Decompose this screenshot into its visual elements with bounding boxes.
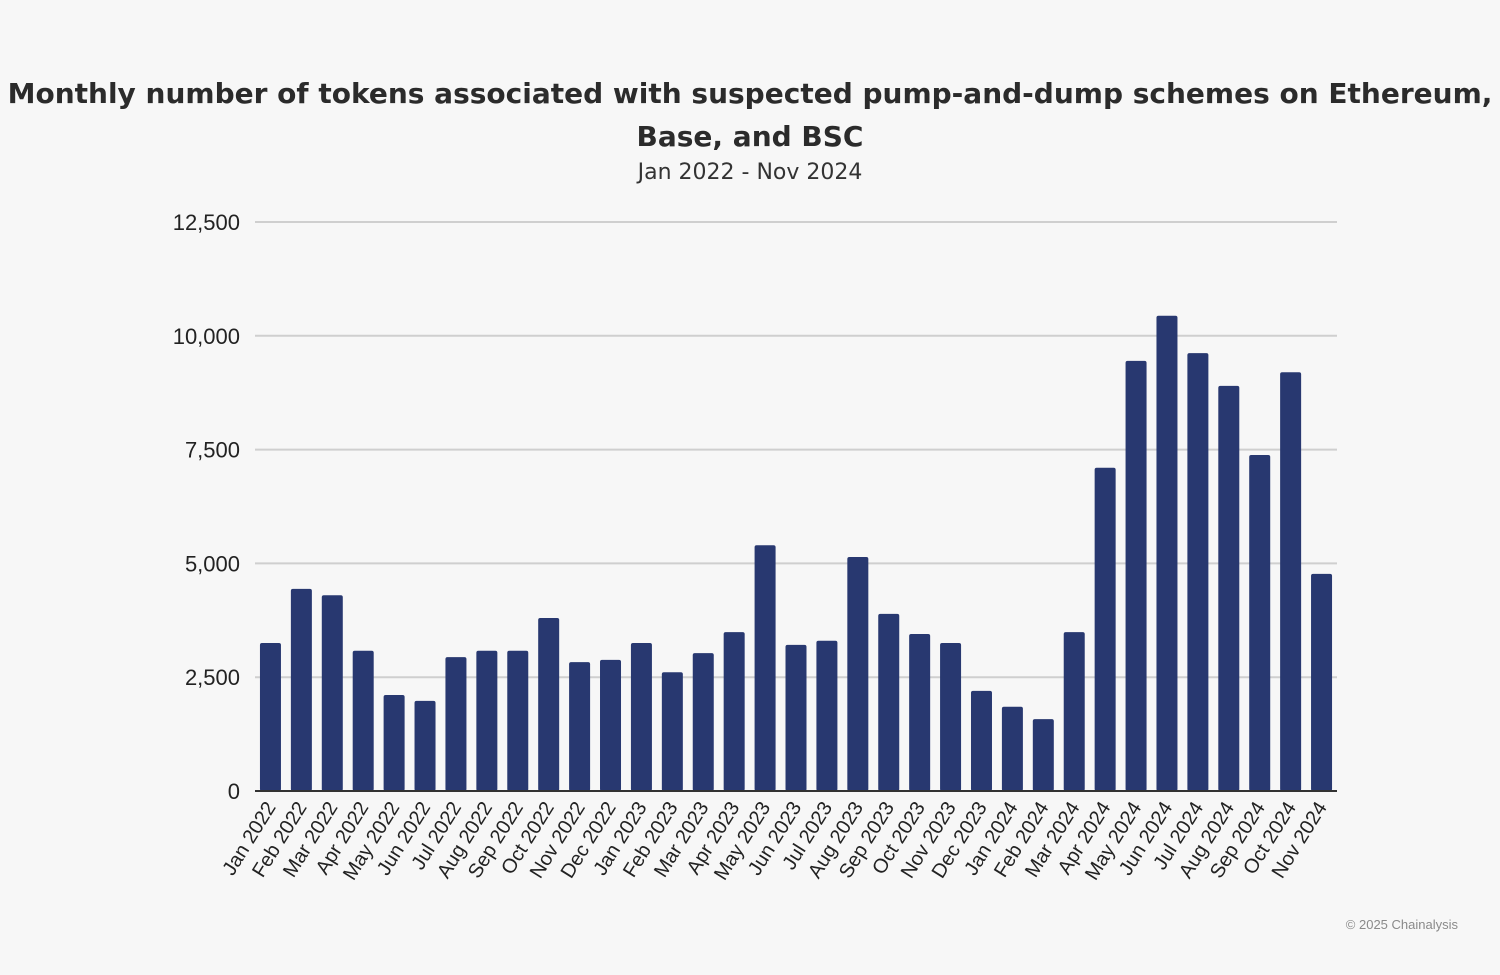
bar xyxy=(692,653,714,791)
bar xyxy=(847,557,869,791)
bar xyxy=(476,650,498,791)
bar xyxy=(1156,315,1178,791)
bar xyxy=(1249,455,1271,791)
bar xyxy=(507,650,529,791)
chart-title: Monthly number of tokens associated with… xyxy=(7,77,1493,153)
bar xyxy=(816,640,838,791)
bar xyxy=(414,700,436,791)
bar xyxy=(723,632,745,791)
bar xyxy=(1063,632,1085,791)
y-tick-label: 12,500 xyxy=(173,210,240,235)
bar xyxy=(785,644,807,791)
bar xyxy=(1125,360,1147,791)
y-tick-label: 5,000 xyxy=(185,551,240,576)
bar xyxy=(940,643,962,791)
bar xyxy=(754,545,776,791)
y-tick-label: 2,500 xyxy=(185,665,240,690)
bar xyxy=(970,690,992,791)
bar xyxy=(1311,573,1333,791)
y-tick-label: 10,000 xyxy=(173,324,240,349)
bar xyxy=(878,613,900,791)
bar xyxy=(259,643,281,791)
bar xyxy=(383,694,405,791)
bar xyxy=(1280,372,1302,791)
y-tick-label: 7,500 xyxy=(185,438,240,463)
y-tick-label: 0 xyxy=(228,779,240,804)
bar xyxy=(1218,385,1240,791)
bar xyxy=(352,650,374,791)
bar xyxy=(600,659,622,791)
bar xyxy=(1001,706,1023,791)
bar xyxy=(290,588,312,791)
bar xyxy=(630,643,652,791)
chart-subtitle: Jan 2022 - Nov 2024 xyxy=(637,160,863,185)
bar xyxy=(321,595,343,791)
copyright: © 2025 Chainalysis xyxy=(1345,917,1458,932)
bar xyxy=(569,662,591,791)
bar xyxy=(538,618,560,791)
bar xyxy=(1094,467,1116,791)
bar xyxy=(909,633,931,791)
bar xyxy=(1032,719,1054,791)
bar xyxy=(1187,353,1209,791)
bar xyxy=(445,657,467,791)
bar xyxy=(661,672,683,791)
